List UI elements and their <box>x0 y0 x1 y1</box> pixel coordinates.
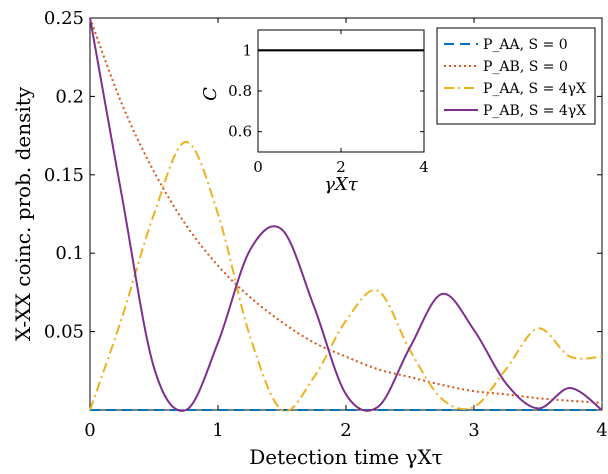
inset-x-axis-title: γXτ <box>324 174 359 195</box>
x-tick-label: 2 <box>340 420 351 441</box>
inset-y-tick-label: 0.6 <box>228 123 252 141</box>
legend-items: P_AA, S = 0 P_AB, S = 0 P_AA, S = 4γX P_AB,… <box>444 37 586 119</box>
x-tick-label: 0 <box>84 420 95 441</box>
y-tick-label: 0.2 <box>55 86 84 107</box>
legend-label-2: P_AB, S = 0 <box>483 59 568 75</box>
legend-label-3: P_AA, S = 4γX <box>483 81 586 97</box>
inset-y-tick-label: 0.8 <box>228 82 252 100</box>
y-tick-label: 0.05 <box>44 322 84 343</box>
series-line-2 <box>89 17 603 404</box>
inset-x-tick-label: 4 <box>419 158 429 176</box>
x-tick-label: 1 <box>212 420 223 441</box>
x-tick-label: 3 <box>468 420 479 441</box>
main-series <box>89 17 603 413</box>
series-line-3 <box>89 140 603 413</box>
inset-x-tick-label: 0 <box>253 158 263 176</box>
inset-plot-frame <box>257 29 425 153</box>
inset-x-tick-label: 2 <box>336 158 346 176</box>
legend-label-4: P_AB, S = 4γX <box>483 103 586 119</box>
inset-y-tick-label: 1 <box>242 41 252 59</box>
inset-y-axis-title: C <box>200 87 221 101</box>
x-axis-title: Detection time γXτ <box>249 445 443 469</box>
y-axis-title: X-XX coinc. prob. density <box>11 86 35 341</box>
inset-axes: 0 2 4 0.6 0.8 1 γXτ C <box>200 29 429 195</box>
legend: P_AA, S = 0 P_AB, S = 0 P_AA, S = 4γX P_AB,… <box>436 27 596 125</box>
inset-y-ticks: 0.6 0.8 1 <box>228 41 424 141</box>
y-tick-label: 0.1 <box>55 243 84 264</box>
inset-x-ticks: 0 2 4 <box>253 30 429 176</box>
x-tick-label: 4 <box>596 420 607 441</box>
legend-label-1: P_AA, S = 0 <box>483 37 568 53</box>
y-tick-label: 0.15 <box>44 165 84 186</box>
main-y-ticks: 0.05 0.1 0.15 0.2 0.25 <box>44 8 602 343</box>
y-tick-label: 0.25 <box>44 8 84 29</box>
series-line-4 <box>89 17 603 412</box>
